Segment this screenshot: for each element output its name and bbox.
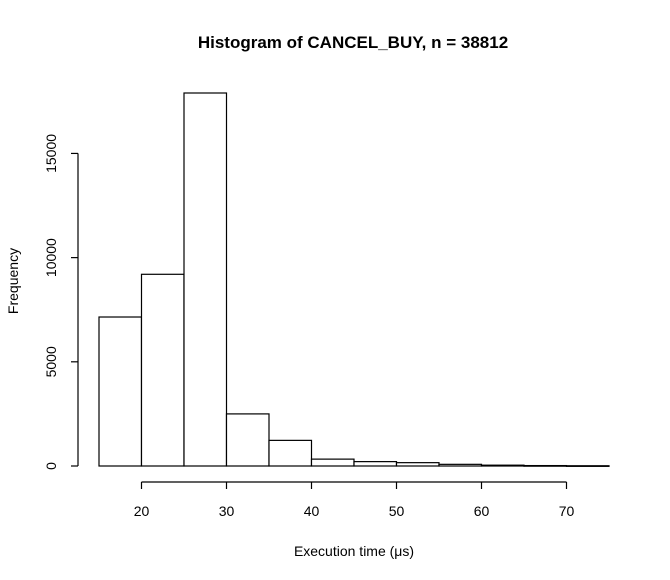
y-axis: 0 5000 10000 15000 [43, 134, 79, 470]
x-axis: 20 30 40 50 60 70 [134, 481, 575, 519]
histogram-bar-2 [140, 273, 185, 467]
x-tick-label: 60 [474, 503, 490, 519]
histogram-bar-7 [353, 461, 398, 467]
y-tick-label: 15000 [43, 134, 59, 173]
histogram-bar-12 [565, 465, 610, 467]
x-tick-label: 70 [559, 503, 575, 519]
histogram-bar-4 [225, 413, 270, 467]
histogram-bar-5 [268, 439, 313, 467]
histogram-bar-6 [310, 458, 355, 467]
y-tick-label: 0 [43, 462, 59, 470]
histogram-bar-8 [395, 462, 440, 467]
histogram-bar-10 [480, 464, 525, 467]
y-axis-label: Frequency [5, 248, 21, 314]
y-tick-label: 10000 [43, 238, 59, 277]
x-tick-label: 40 [304, 503, 320, 519]
x-tick-label: 30 [219, 503, 235, 519]
x-tick-label: 50 [389, 503, 405, 519]
bars-group [98, 92, 610, 467]
x-axis-label: Execution time (μs) [294, 543, 414, 559]
histogram-bar-9 [438, 463, 483, 467]
histogram-bar-3 [183, 92, 228, 467]
histogram-bar-1 [98, 316, 143, 467]
y-tick-label: 5000 [43, 346, 59, 377]
x-tick-label: 20 [134, 503, 150, 519]
chart-title: Histogram of CANCEL_BUY, n = 38812 [198, 33, 508, 52]
histogram-bar-11 [523, 464, 568, 467]
